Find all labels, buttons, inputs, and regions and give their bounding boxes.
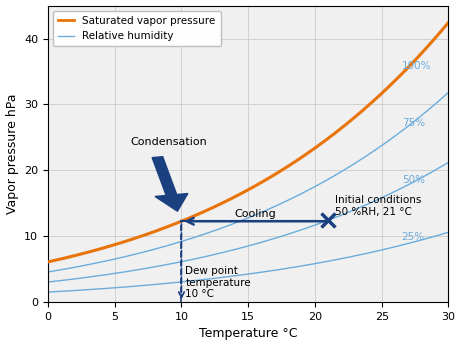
Text: Dew point
temperature
10 °C: Dew point temperature 10 °C	[185, 266, 251, 299]
X-axis label: Temperature °C: Temperature °C	[199, 327, 297, 340]
Text: 25%: 25%	[402, 232, 425, 242]
Text: 100%: 100%	[402, 61, 431, 71]
Text: 75%: 75%	[402, 118, 425, 128]
Y-axis label: Vapor pressure hPa: Vapor pressure hPa	[6, 94, 18, 214]
Text: Cooling: Cooling	[234, 209, 276, 219]
FancyArrow shape	[152, 157, 188, 211]
Text: Condensation: Condensation	[131, 137, 207, 147]
Text: Initial conditions
50 %RH, 21 °C: Initial conditions 50 %RH, 21 °C	[335, 195, 421, 217]
Legend: Saturated vapor pressure, Relative humidity: Saturated vapor pressure, Relative humid…	[53, 11, 221, 46]
Text: 50%: 50%	[402, 175, 425, 185]
